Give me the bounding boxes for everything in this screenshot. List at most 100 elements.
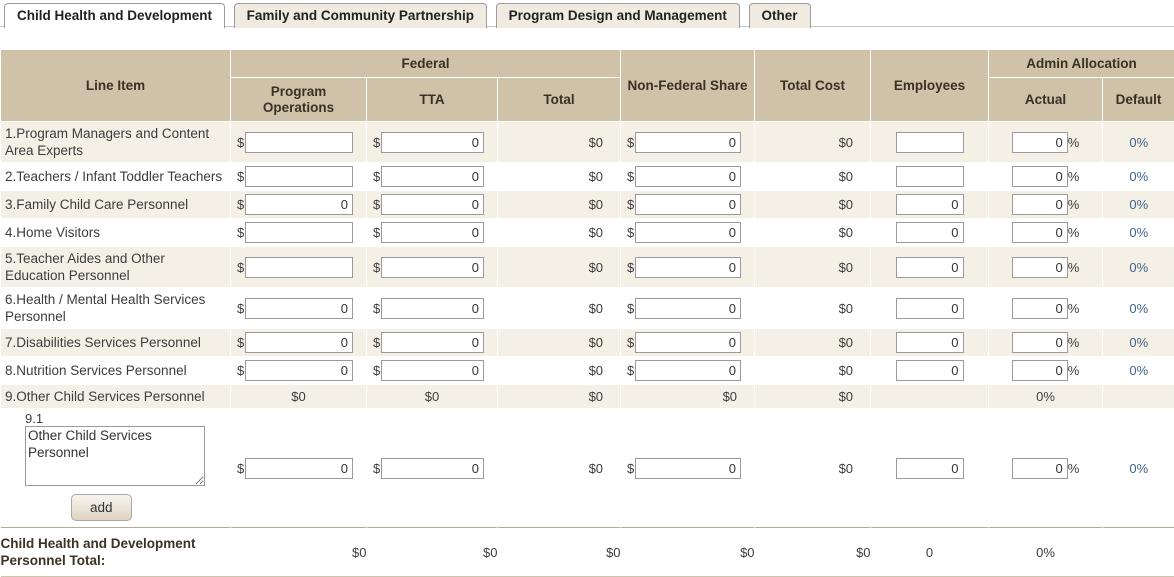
- personnel-total-row: Child Health and Development Personnel T…: [0, 527, 1174, 577]
- program-operations-input[interactable]: [245, 457, 353, 479]
- currency-symbol: $: [373, 197, 381, 212]
- currency-symbol: $: [373, 335, 381, 350]
- header-line-item: Line Item: [0, 49, 231, 122]
- line-item-label: 2.Teachers / Infant Toddler Teachers: [0, 162, 231, 191]
- non-federal-share-input[interactable]: [635, 131, 742, 153]
- currency-symbol: $: [237, 460, 245, 476]
- header-federal: Federal: [229, 49, 622, 78]
- non-federal-share-input[interactable]: [635, 360, 742, 381]
- program-operations-input[interactable]: [245, 297, 353, 319]
- total-cost-value: $0: [754, 287, 871, 329]
- currency-symbol: $: [627, 197, 635, 212]
- table-row: 6.Health / Mental Health Services Person…: [0, 287, 1174, 329]
- employees-input[interactable]: [895, 256, 964, 278]
- tab-family-and-community-partnership[interactable]: Family and Community Partnership: [233, 3, 487, 28]
- default-percent-value: 0%: [1102, 246, 1174, 288]
- tta-total: $0: [366, 384, 498, 409]
- total-cost-value: $0: [754, 384, 871, 409]
- default-percent-value: 0%: [1102, 287, 1174, 329]
- currency-symbol: $: [373, 225, 381, 240]
- employees-input[interactable]: [895, 360, 964, 381]
- actual-percent-input[interactable]: [1011, 194, 1068, 215]
- tta-input[interactable]: [381, 457, 484, 479]
- tab-program-design-and-management[interactable]: Program Design and Management: [495, 3, 740, 28]
- total-cost-grand-total: $0: [754, 527, 871, 577]
- employees-grand-total: 0: [870, 527, 989, 577]
- default-percent-value: 0%: [1102, 328, 1174, 357]
- currency-symbol: $: [237, 197, 245, 212]
- actual-percent-input[interactable]: [1011, 256, 1068, 278]
- line-item-label: 9.Other Child Services Personnel: [0, 384, 231, 409]
- table-row: 8.Nutrition Services Personnel $ $ $0 $ …: [0, 356, 1174, 385]
- header-admin-allocation: Admin Allocation: [988, 49, 1174, 78]
- currency-symbol: $: [627, 169, 635, 184]
- non-federal-share-input[interactable]: [635, 166, 742, 187]
- non-federal-share-input[interactable]: [635, 222, 742, 243]
- tab-child-health-and-development[interactable]: Child Health and Development: [4, 3, 226, 28]
- default-percent-value: [1102, 384, 1174, 409]
- employees-input[interactable]: [895, 166, 964, 187]
- actual-percent-input[interactable]: [1011, 457, 1068, 479]
- program-operations-input[interactable]: [245, 360, 353, 381]
- percent-symbol: %: [1067, 134, 1080, 150]
- federal-total-value: $0: [496, 356, 621, 385]
- percent-symbol: %: [1067, 460, 1080, 476]
- line-item-label: 1.Program Managers and Content Area Expe…: [0, 121, 231, 163]
- line-item-label: 7.Disabilities Services Personnel: [0, 328, 231, 357]
- tta-input[interactable]: [381, 332, 484, 353]
- add-button[interactable]: add: [71, 494, 132, 521]
- tta-input[interactable]: [381, 222, 484, 243]
- tta-input[interactable]: [381, 131, 484, 153]
- non-federal-share-input[interactable]: [635, 256, 742, 278]
- currency-symbol: $: [237, 225, 245, 240]
- currency-symbol: $: [237, 335, 245, 350]
- table-row: 1.Program Managers and Content Area Expe…: [0, 121, 1174, 163]
- non-federal-share-input[interactable]: [635, 194, 742, 215]
- employees-input[interactable]: [895, 222, 964, 243]
- other-personnel-name-textarea[interactable]: Other Child Services Personnel: [25, 426, 205, 486]
- program-operations-grand-total: $0: [230, 527, 367, 577]
- tab-other[interactable]: Other: [748, 3, 811, 28]
- employees-value: [870, 384, 989, 409]
- program-operations-input[interactable]: [245, 256, 353, 278]
- employees-input[interactable]: [895, 297, 964, 319]
- currency-symbol: $: [237, 259, 245, 275]
- employees-input[interactable]: [895, 457, 964, 479]
- currency-symbol: $: [237, 363, 245, 378]
- tta-input[interactable]: [381, 194, 484, 215]
- non-federal-share-input[interactable]: [635, 297, 742, 319]
- table-row: 7.Disabilities Services Personnel $ $ $0…: [0, 328, 1174, 357]
- actual-percent-input[interactable]: [1011, 297, 1068, 319]
- actual-percent-input[interactable]: [1011, 360, 1068, 381]
- non-federal-share-input[interactable]: [635, 332, 742, 353]
- program-operations-input[interactable]: [245, 194, 353, 215]
- actual-percent-input[interactable]: [1011, 332, 1068, 353]
- actual-percent-input[interactable]: [1011, 131, 1068, 153]
- program-operations-input[interactable]: [245, 222, 353, 243]
- program-operations-input[interactable]: [245, 131, 353, 153]
- line-item-label: 4.Home Visitors: [0, 218, 231, 247]
- tab-strip: Child Health and Development Family and …: [0, 0, 1174, 28]
- non-federal-share-input[interactable]: [635, 457, 742, 479]
- actual-percent-input[interactable]: [1011, 166, 1068, 187]
- tta-input[interactable]: [381, 297, 484, 319]
- employees-input[interactable]: [895, 194, 964, 215]
- employees-input[interactable]: [895, 131, 964, 153]
- employees-input[interactable]: [895, 332, 964, 353]
- percent-symbol: %: [1067, 335, 1080, 350]
- program-operations-input[interactable]: [245, 332, 353, 353]
- program-operations-input[interactable]: [245, 166, 353, 187]
- percent-symbol: %: [1067, 197, 1080, 212]
- default-percent-value: 0%: [1102, 218, 1174, 247]
- tta-input[interactable]: [381, 360, 484, 381]
- federal-total-value: $0: [496, 287, 621, 329]
- default-percent-value: 0%: [1102, 356, 1174, 385]
- line-item-label: 3.Family Child Care Personnel: [0, 190, 231, 219]
- tta-input[interactable]: [381, 166, 484, 187]
- federal-total-value: $0: [496, 121, 621, 163]
- table-row: 3.Family Child Care Personnel $ $ $0 $ $…: [0, 190, 1174, 219]
- table-row: 2.Teachers / Infant Toddler Teachers $ $…: [0, 162, 1174, 191]
- actual-percent-grand-total: 0%: [988, 527, 1103, 577]
- tta-input[interactable]: [381, 256, 484, 278]
- actual-percent-input[interactable]: [1011, 222, 1068, 243]
